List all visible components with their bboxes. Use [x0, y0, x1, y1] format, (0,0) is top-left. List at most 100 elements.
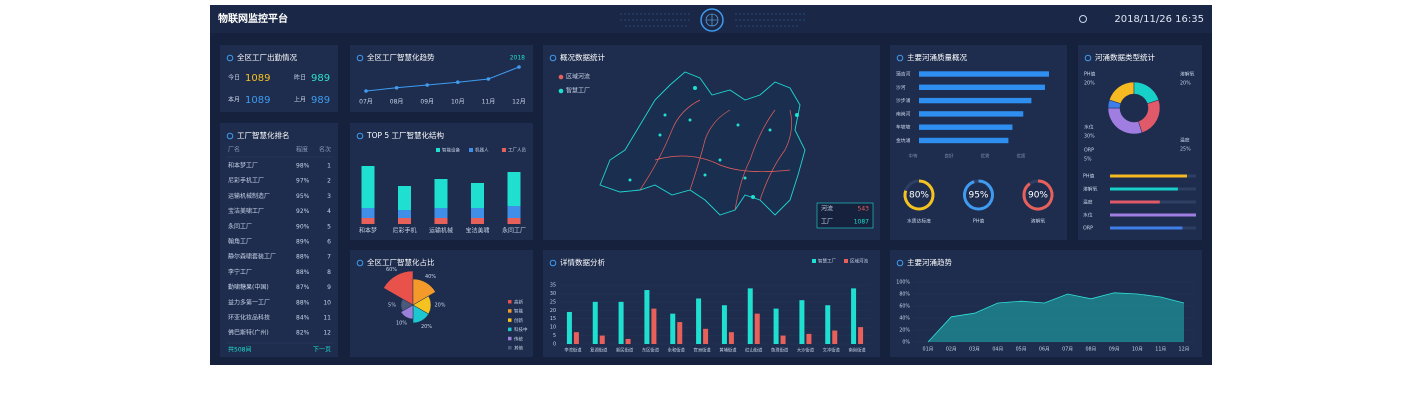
y-tick-label: 100% — [896, 280, 910, 286]
panel-icon — [356, 259, 364, 267]
bar-segment — [398, 210, 411, 218]
panel-title: 详情数据分析 — [560, 257, 605, 267]
legend-label: 智能 — [514, 308, 523, 315]
legend-swatch — [508, 336, 512, 341]
bar — [728, 332, 734, 344]
legend-swatch — [812, 259, 816, 263]
bar — [825, 305, 831, 344]
table-cell: 89% — [296, 239, 310, 246]
bar — [625, 338, 631, 344]
bar — [851, 288, 857, 344]
y-tick-label: PH值 — [1083, 173, 1094, 180]
legend-dot — [558, 74, 564, 80]
x-tick-label: 05月 — [1016, 347, 1027, 353]
scale-label: 优秀 — [981, 153, 990, 160]
y-tick-label: 0% — [902, 340, 910, 346]
legend-label: 科技中 — [514, 326, 528, 333]
x-tick-label: 东区街道 — [642, 347, 660, 354]
stat-label: 工厂 — [821, 219, 833, 226]
x-tick-label: 新民街道 — [616, 347, 634, 354]
x-tick-label: 08月 — [390, 99, 404, 106]
table-cell: 勤啸糖果(中国) — [228, 283, 269, 291]
panel-icon — [896, 259, 904, 267]
bar — [919, 97, 1032, 104]
slice-value: 20% — [1084, 81, 1095, 87]
clock-icon — [1079, 15, 1087, 23]
slice-value: 25% — [1180, 147, 1191, 153]
bar-segment — [398, 186, 411, 210]
table-cell: 7 — [327, 254, 331, 261]
donut-slice — [1107, 99, 1122, 109]
legend-swatch — [844, 259, 848, 263]
panel-title: 概况数据统计 — [560, 52, 605, 62]
x-tick-label: 文冲街道 — [823, 347, 841, 354]
stat-label: 昨日 — [294, 74, 306, 82]
gauge-value: 80% — [909, 191, 929, 201]
trend-point — [394, 86, 399, 90]
bar — [858, 327, 864, 344]
gauge-label: PH值 — [973, 218, 984, 225]
bar-segment — [471, 183, 484, 208]
x-tick-label: 10月 — [1132, 347, 1143, 353]
table-cell: 87% — [296, 284, 310, 291]
slice-label: PH值 — [1084, 71, 1095, 78]
bar — [832, 330, 838, 344]
slice-label: 温度 — [1180, 137, 1190, 144]
bar-segment — [471, 208, 484, 218]
bar-segment — [434, 179, 448, 208]
bar — [919, 111, 1024, 117]
x-tick-label: 08月 — [1085, 347, 1096, 353]
bar — [747, 288, 753, 344]
bar-segment — [434, 218, 448, 224]
scale-label: 良好 — [945, 153, 954, 160]
legend-swatch — [508, 318, 512, 322]
panel-title: 主要河涌趋势 — [907, 257, 952, 267]
stat-label: 今日 — [228, 74, 240, 82]
table-cell: 永同工厂 — [228, 222, 252, 230]
slice-value: 20% — [434, 303, 445, 309]
bar-segment — [507, 172, 521, 206]
x-tick-label: 12月 — [1179, 347, 1190, 353]
scale-label: 中等 — [909, 153, 918, 160]
bar — [919, 71, 1049, 77]
x-tick-label: 红山街道 — [745, 347, 763, 354]
total-count: 共508间 — [228, 346, 251, 354]
panel-icon — [356, 132, 364, 140]
bar — [566, 311, 572, 344]
next-page[interactable]: 下一页 — [313, 347, 331, 354]
trend-point — [486, 77, 491, 81]
table-cell: 90% — [296, 223, 310, 230]
x-tick-label: 运输机械 — [429, 227, 453, 235]
table-cell: 李宁工厂 — [228, 268, 252, 276]
y-tick-label: 5 — [553, 333, 556, 339]
table-cell: 8 — [327, 269, 331, 276]
bar — [919, 124, 1013, 130]
bar — [806, 333, 812, 344]
legend-label: 智慧工厂 — [818, 258, 836, 265]
legend-label: 智能设备 — [442, 147, 460, 154]
panel-icon — [356, 54, 364, 62]
table-cell: 88% — [296, 299, 310, 306]
table-cell: 和本梦工厂 — [228, 162, 258, 170]
panel-title: 全区工厂出勤情况 — [237, 52, 297, 62]
slice-label: 水位 — [1084, 124, 1094, 131]
bar — [919, 84, 1045, 90]
x-tick-label: 09月 — [1109, 347, 1120, 353]
stat-value: 989 — [311, 73, 330, 84]
legend-label: 区域河流 — [566, 73, 590, 81]
y-tick-label: 沙河 — [896, 84, 906, 91]
stat-value: 1089 — [245, 95, 270, 106]
table-cell: 佛巴斯特(广州) — [228, 329, 269, 337]
column-header: 名次 — [319, 146, 331, 154]
table-cell: 84% — [296, 315, 310, 322]
table-cell: 4 — [327, 208, 331, 215]
gauge-label: 溶解氧 — [1031, 218, 1046, 225]
x-tick-label: 03月 — [969, 347, 980, 353]
panel-title: 全区工厂智慧化占比 — [367, 257, 435, 267]
table-cell: 2 — [327, 178, 331, 185]
y-tick-label: 温度 — [1083, 199, 1093, 206]
rose-slice — [383, 270, 414, 306]
bar — [592, 301, 598, 344]
bar-segment — [361, 218, 375, 224]
